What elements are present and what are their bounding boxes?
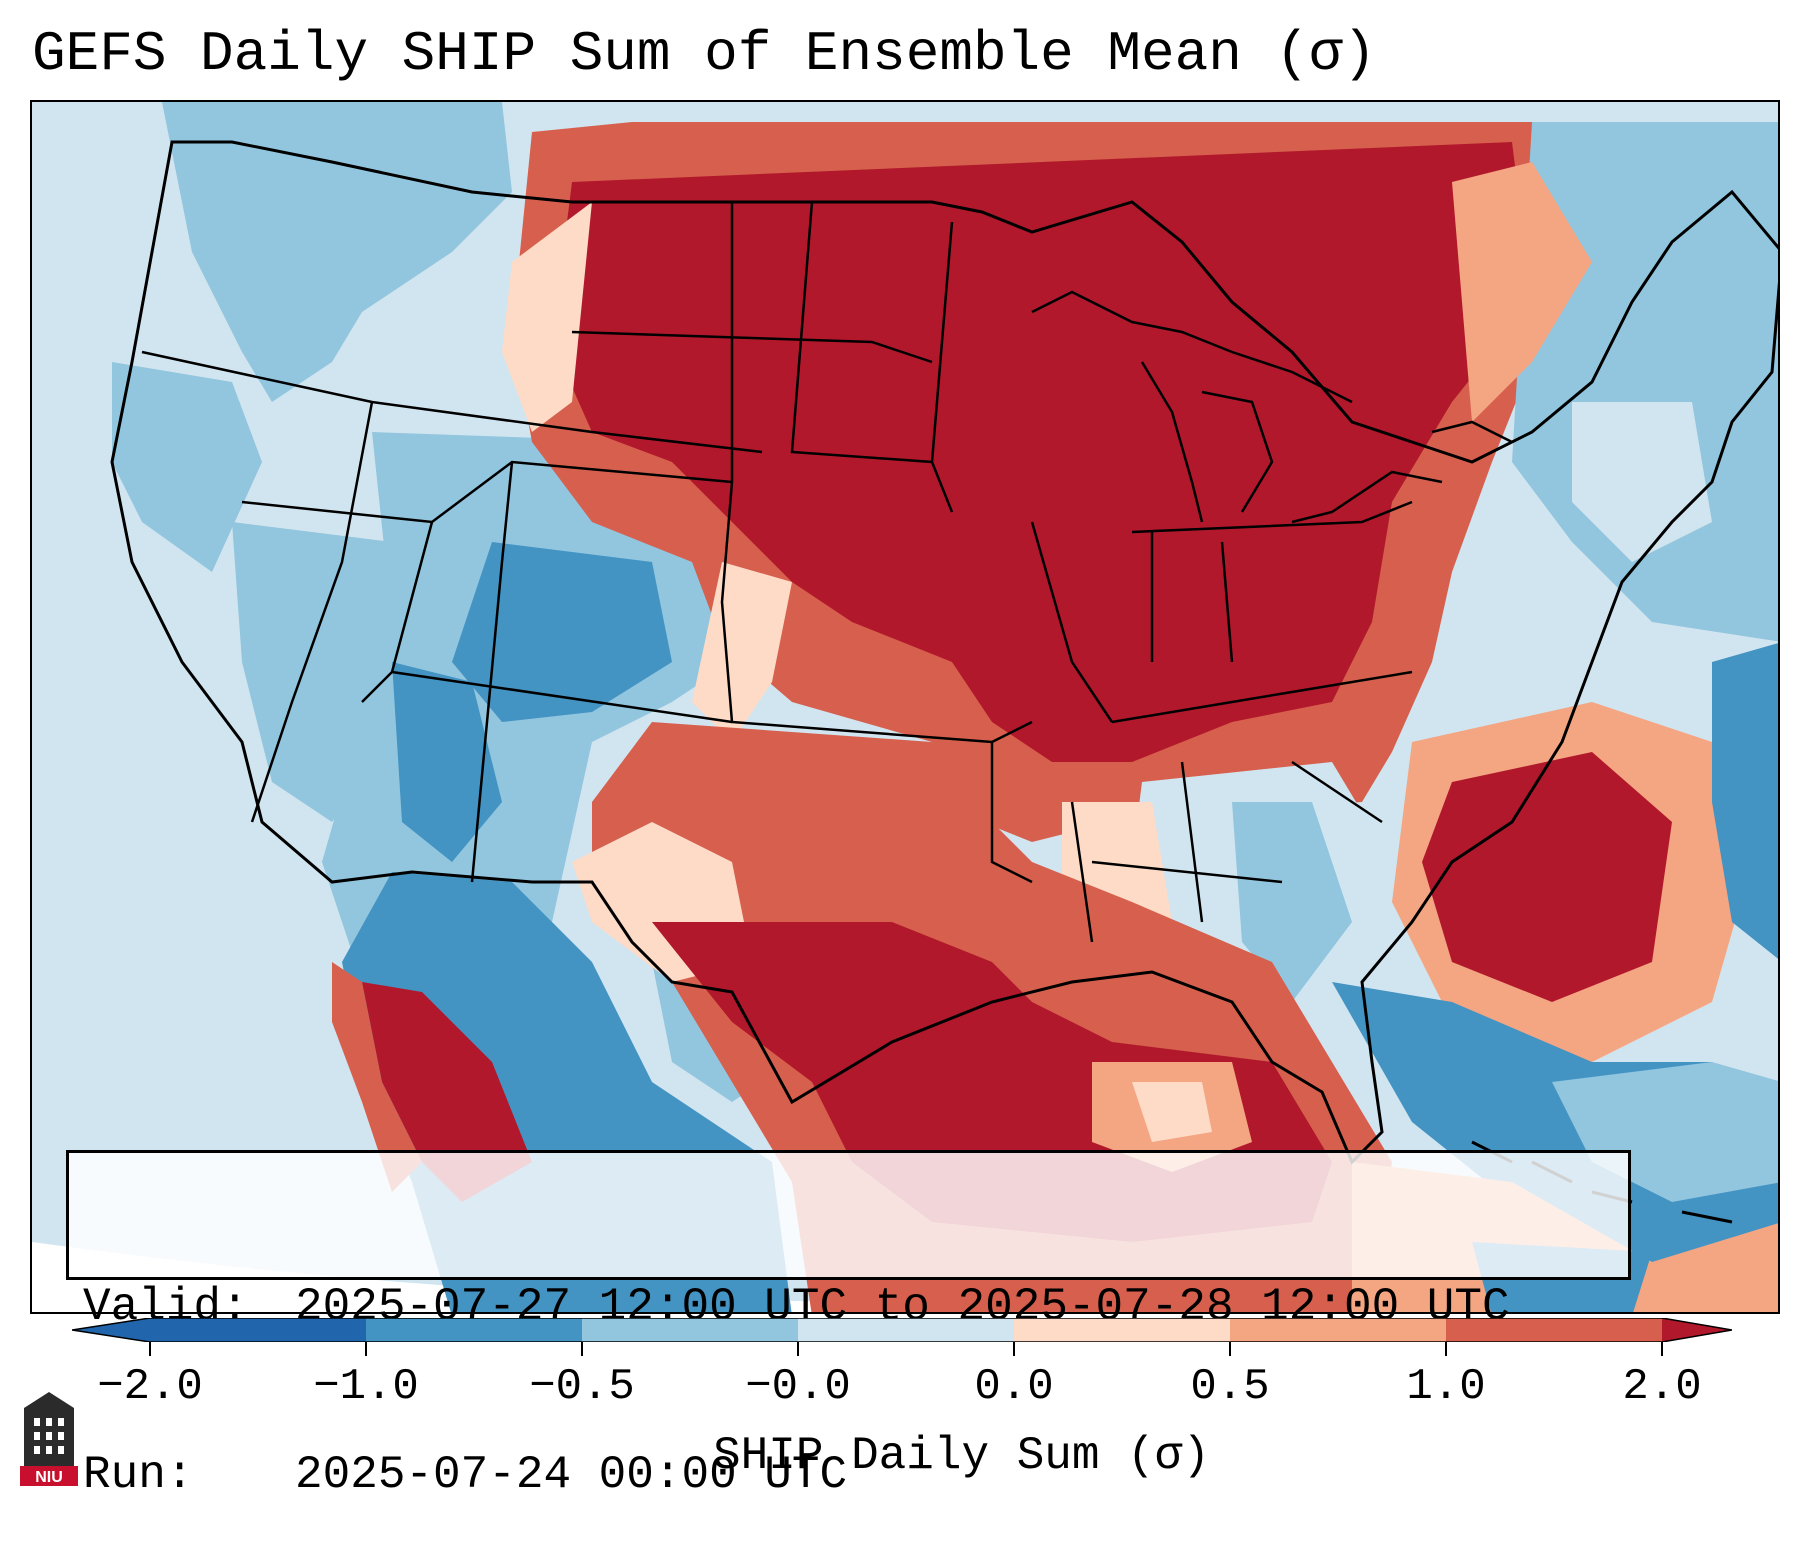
field-patch [362,982,532,1202]
colorbar-segment [798,1318,1014,1342]
field-patch [1452,162,1592,422]
colorbar-tick-mark [581,1342,583,1356]
field-patch [392,662,502,862]
field-patch [1712,643,1778,959]
field-patch [1132,1082,1212,1142]
colorbar-tick-mark [1013,1342,1015,1356]
field-patch [552,142,1532,762]
country-outline [110,140,1778,1165]
colorbar-tick-mark [1661,1342,1663,1356]
colorbar-segment [1014,1318,1230,1342]
field-patch [1422,752,1672,1002]
colorbar-max-extension [1662,1318,1732,1342]
valid-run-info-box: Valid: 2025-07-27 12:00 UTC to 2025-07-28… [66,1150,1631,1501]
colorbar-tick-label: 0.0 [974,1362,1054,1412]
colorbar-tick-label: −0.5 [529,1362,635,1412]
run-line: Run: 2025-07-24 00:00 UTC [83,1447,1628,1503]
map-svg [32,102,1778,1312]
colorbar-label-text: SHIP Daily Sum (σ) [713,1430,1210,1482]
field-patch [1232,802,1352,1002]
map-panel[interactable] [30,100,1780,1314]
colorbar-label: SHIP Daily Sum (σ) [0,1430,1803,1482]
colorbar-tick-mark [1229,1342,1231,1356]
colorbar-tick-label: −1.0 [313,1362,419,1412]
field-patch [332,962,422,1192]
colorbar-tick-label: 2.0 [1622,1362,1702,1412]
run-label: Run: [83,1449,194,1501]
colorbar-tick-mark [365,1342,367,1356]
state-borders [141,201,1413,943]
colorbar-segment [1230,1318,1446,1342]
colorbar-tick-mark [797,1342,799,1356]
colorbar-tick-label: 0.5 [1190,1362,1270,1412]
colorbar-min-extension [72,1318,150,1342]
field-patch [502,202,592,432]
logo-roof [24,1392,74,1408]
colorbar-segment [582,1318,798,1342]
logo-windows [34,1418,64,1454]
field-patch [692,562,792,742]
colorbar-tick-label: −2.0 [97,1362,203,1412]
colorbar-tick-mark [1445,1342,1447,1356]
niu-logo: NIU [20,1392,78,1486]
run-value: 2025-07-24 00:00 UTC [295,1449,848,1501]
colorbar-segment [150,1318,366,1342]
great-lakes [1031,290,1513,524]
colorbar-segment [366,1318,582,1342]
logo-banner [20,1466,78,1486]
colorbar-segment [1446,1318,1662,1342]
field-patch [1572,402,1712,562]
colorbar-tick-mark [149,1342,151,1356]
field-patch [162,102,512,402]
field-patch [452,542,672,722]
colorbar-tick-label: 1.0 [1406,1362,1486,1412]
logo-text: NIU [35,1469,63,1486]
chart-title: GEFS Daily SHIP Sum of Ensemble Mean (σ) [32,22,1377,86]
colorbar-tick-label: −0.0 [745,1362,851,1412]
colorbar [72,1318,1732,1342]
field-patch [112,362,262,572]
